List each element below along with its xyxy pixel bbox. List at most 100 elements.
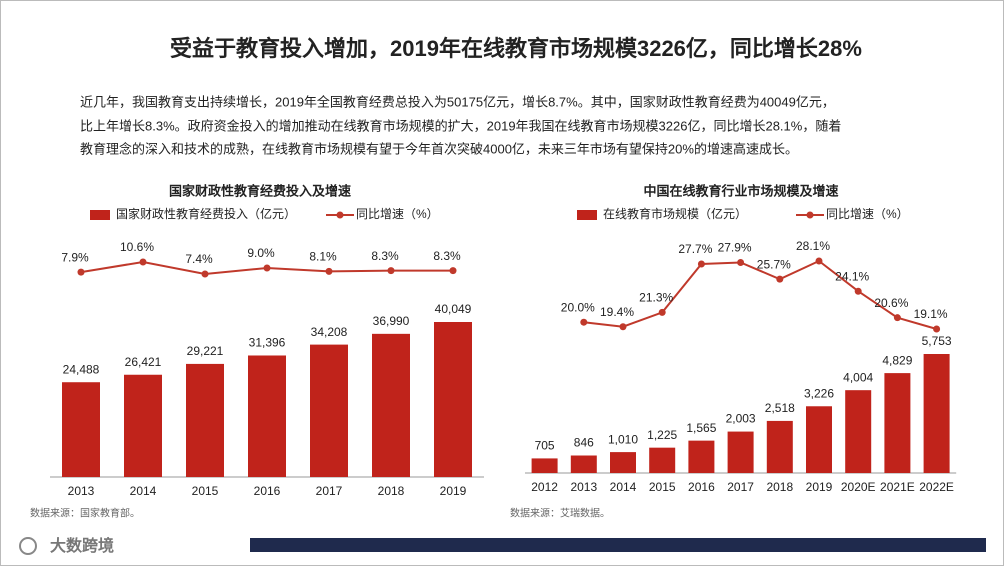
x-tick-label: 2015 [649,480,676,494]
legend-label: 国家财政性教育经费投入（亿元） [116,206,296,221]
line-point [737,259,745,267]
data-label: 1,225 [647,428,677,442]
line-point [815,257,823,265]
x-tick-label: 2018 [378,484,405,498]
line-point [776,275,784,283]
data-label: 9.0% [247,246,275,260]
data-label: 2,003 [726,412,756,426]
x-tick-label: 2021E [880,480,915,494]
x-tick-label: 2014 [130,484,157,498]
source: 数据来源：艾瑞数据。 [510,507,610,520]
x-tick-label: 2019 [806,480,833,494]
x-tick-label: 2017 [727,480,754,494]
bar [310,344,348,477]
bar [531,458,558,473]
legend-dot [806,211,814,219]
x-tick-label: 2016 [254,484,281,498]
bar [688,440,715,473]
line-point [854,287,862,295]
bar [727,431,754,473]
chart-title: 国家财政性教育经费投入及增速 [169,183,351,198]
line-point [893,314,901,322]
x-tick-label: 2018 [766,480,793,494]
data-label: 25.7% [757,257,791,271]
data-label: 31,396 [249,336,286,350]
bar [610,452,636,473]
body-line: 比上年增长8.3%。政府资金投入的增加推动在线教育市场规模的扩大，2019年我国… [80,118,841,133]
bar [570,455,597,473]
data-label: 24.1% [835,269,869,283]
x-tick-label: 2013 [68,484,95,498]
legend-swatch [577,210,597,220]
data-label: 36,990 [373,314,410,328]
data-label: 8.1% [309,250,337,264]
body-line: 近几年，我国教育支出持续增长，2019年全国教育经费总投入为50175亿元，增长… [80,94,835,109]
x-tick-label: 2012 [531,480,558,494]
bar [845,390,872,473]
data-label: 1,565 [686,421,716,435]
line [583,259,937,330]
data-label: 705 [535,439,555,453]
data-label: 21.3% [639,291,673,305]
data-label: 2,518 [765,401,795,415]
data-label: 7.9% [61,250,89,264]
bar [649,447,676,473]
line-point [263,264,271,272]
legend-dot [336,211,344,219]
x-tick-label: 2020E [841,480,876,494]
bar [124,374,162,477]
legend-label: 同比增速（%） [826,207,909,221]
data-label: 5,753 [922,334,952,348]
x-tick-label: 2013 [570,480,597,494]
data-label: 1,010 [608,432,638,446]
line-point [658,308,666,316]
data-label: 26,421 [125,355,162,369]
data-label: 27.9% [718,241,752,255]
legend-swatch [90,210,110,220]
x-tick-label: 2022E [919,480,954,494]
line-point [697,260,705,268]
bar [434,322,472,477]
line-point [619,323,627,331]
slide-title: 受益于教育投入增加，2019年在线教育市场规模3226亿，同比增长28% [170,36,862,61]
data-label: 7.4% [185,252,213,266]
data-label: 8.3% [371,249,399,263]
bar [884,373,911,473]
line-point [387,267,395,275]
bar [186,363,224,477]
source: 数据来源：国家教育部。 [30,507,140,520]
data-label: 3,226 [804,386,834,400]
data-label: 24,488 [63,362,100,376]
footer-logo: 大数跨境 [50,536,114,555]
data-label: 4,829 [882,353,912,367]
x-tick-label: 2017 [316,484,343,498]
x-tick-label: 2019 [440,484,467,498]
data-label: 20.0% [561,300,595,314]
bar [923,354,950,473]
line-point [933,325,941,333]
footer-bar [250,538,986,552]
data-label: 8.3% [433,249,461,263]
line-point [325,267,333,275]
data-label: 19.4% [600,305,634,319]
x-tick-label: 2014 [610,480,637,494]
bar [248,355,286,477]
data-label: 34,208 [311,325,348,339]
bar [62,382,100,477]
data-label: 19.1% [914,307,948,321]
line-point [139,258,147,266]
body-line: 教育理念的深入和技术的成熟，在线教育市场规模有望于今年首次突破4000亿，未来三… [80,141,798,156]
bar [766,420,793,473]
data-label: 28.1% [796,239,830,253]
legend-label: 同比增速（%） [356,207,439,221]
line-point [201,270,209,278]
line-point [449,267,457,275]
data-label: 4,004 [843,370,873,384]
data-label: 10.6% [120,240,154,254]
data-label: 846 [574,436,594,450]
x-tick-label: 2015 [192,484,219,498]
data-label: 20.6% [874,296,908,310]
